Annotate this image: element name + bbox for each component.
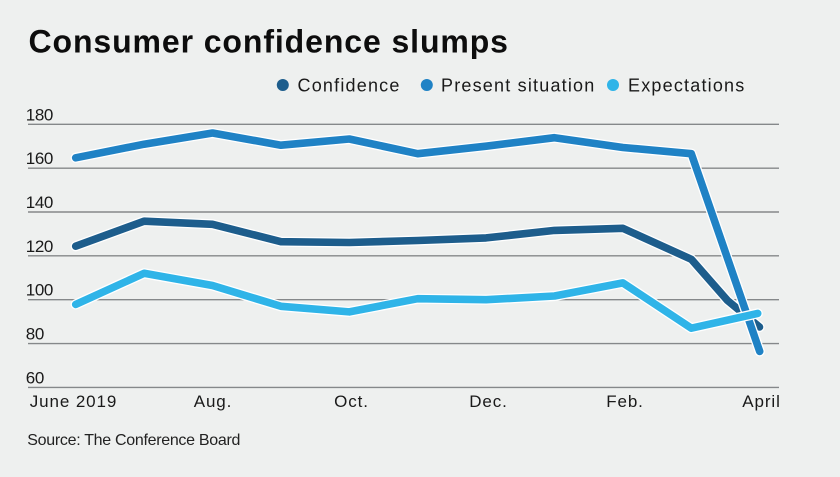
svg-text:Present situation: Present situation (441, 75, 595, 95)
svg-text:Oct.: Oct. (334, 392, 369, 411)
svg-text:Feb.: Feb. (606, 392, 644, 411)
svg-text:140: 140 (26, 193, 53, 212)
svg-text:Expectations: Expectations (628, 75, 745, 95)
svg-text:120: 120 (26, 237, 53, 256)
svg-text:60: 60 (26, 368, 44, 387)
svg-text:180: 180 (26, 105, 53, 124)
svg-text:Aug.: Aug. (194, 392, 233, 411)
svg-text:160: 160 (26, 149, 53, 168)
svg-text:June 2019: June 2019 (30, 392, 118, 411)
svg-text:Consumer confidence slumps: Consumer confidence slumps (29, 24, 509, 60)
svg-text:Confidence: Confidence (298, 75, 401, 95)
svg-text:Source: The Conference Board: Source: The Conference Board (27, 432, 240, 449)
svg-text:100: 100 (26, 281, 53, 300)
svg-text:80: 80 (26, 325, 44, 344)
svg-text:April: April (742, 392, 781, 411)
svg-text:Dec.: Dec. (469, 392, 508, 411)
